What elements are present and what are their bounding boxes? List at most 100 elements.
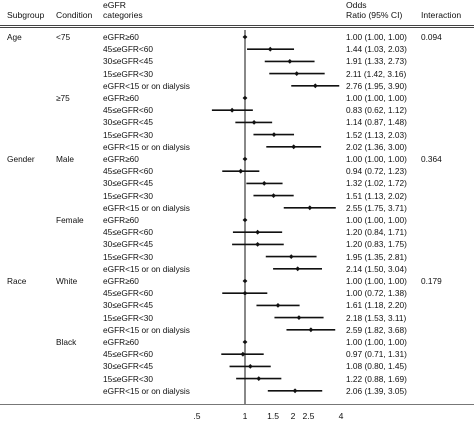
egfr-category-label: 30≤eGFR<45 (103, 56, 153, 67)
header-or-line1: Odds (346, 0, 367, 10)
odds-ratio-point (247, 364, 253, 369)
header-subgroup: Subgroup (7, 10, 45, 20)
egfr-category-label: 45≤eGFR<60 (103, 349, 153, 360)
odds-ratio-text: 0.83 (0.62, 1.12) (346, 105, 407, 116)
odds-ratio-point (288, 254, 294, 259)
odds-ratio-text: 1.08 (0.80, 1.45) (346, 361, 407, 372)
odds-ratio-text: 1.51 (1.13, 2.02) (346, 190, 407, 201)
odds-ratio-text: 2.55 (1.75, 3.71) (346, 202, 407, 213)
egfr-category-label: 45≤eGFR<60 (103, 105, 153, 116)
odds-ratio-point (255, 229, 261, 235)
odds-ratio-point (242, 278, 248, 284)
subgroup-label: Race (7, 276, 27, 286)
egfr-category-label: eGFR<15 or on dialysis (103, 385, 190, 396)
egfr-category-label: 30≤eGFR<45 (103, 361, 153, 372)
egfr-category-label: 15≤eGFR<30 (103, 373, 153, 384)
egfr-category-label: eGFR≥60 (103, 337, 139, 347)
odds-ratio-text: 1.52 (1.13, 2.03) (346, 129, 407, 140)
subgroup-label: Age (7, 32, 22, 42)
egfr-category-label: eGFR≥60 (103, 215, 139, 225)
odds-ratio-text: 1.00 (1.00, 1.00) (346, 337, 407, 347)
egfr-category-label: eGFR≥60 (103, 276, 139, 286)
interaction-p-value: 0.094 (421, 32, 442, 42)
odds-ratio-text: 1.00 (1.00, 1.00) (346, 215, 407, 225)
odds-ratio-point (242, 156, 248, 162)
odds-ratio-text: 2.59 (1.82, 3.68) (346, 324, 407, 335)
odds-ratio-point (287, 59, 293, 64)
odds-ratio-text: 1.00 (0.72, 1.38) (346, 288, 407, 299)
egfr-category-label: 45≤eGFR<60 (103, 166, 153, 177)
odds-ratio-point (271, 193, 276, 198)
odds-ratio-text: 1.20 (0.84, 1.71) (346, 227, 407, 238)
odds-ratio-point (240, 351, 246, 357)
odds-ratio-point (242, 217, 248, 223)
interaction-p-value: 0.179 (421, 276, 442, 286)
egfr-category-label: eGFR≥60 (103, 32, 139, 42)
odds-ratio-point (307, 205, 313, 211)
odds-ratio-text: 1.95 (1.35, 2.81) (346, 251, 407, 262)
x-tick-label: 2.5 (302, 411, 314, 421)
odds-ratio-point (312, 83, 318, 89)
condition-label: Female (56, 215, 84, 225)
odds-ratio-text: 1.44 (1.03, 2.03) (346, 44, 407, 55)
egfr-category-label: 15≤eGFR<30 (103, 190, 153, 201)
odds-ratio-text: 1.00 (1.00, 1.00) (346, 276, 407, 286)
condition-label: White (56, 276, 78, 286)
header-odds-ratio: Odds Ratio (95% CI) (346, 0, 402, 20)
odds-ratio-point (267, 46, 273, 52)
odds-ratio-point (238, 168, 244, 174)
egfr-category-label: eGFR<15 or on dialysis (103, 202, 190, 213)
odds-ratio-point (295, 266, 301, 272)
header-rule-top (0, 25, 474, 26)
header-egfr-line1: eGFR (103, 0, 126, 10)
subgroup-label: Gender (7, 154, 35, 164)
odds-ratio-text: 2.11 (1.42, 3.16) (346, 68, 407, 79)
x-tick-label: 2 (291, 411, 296, 421)
odds-ratio-point (242, 339, 248, 345)
odds-ratio-point (271, 132, 277, 137)
odds-ratio-text: 2.14 (1.50, 3.04) (346, 263, 407, 274)
odds-ratio-text: 1.61 (1.18, 2.20) (346, 300, 407, 311)
egfr-category-label: 15≤eGFR<30 (103, 129, 153, 140)
odds-ratio-text: 1.20 (0.83, 1.75) (346, 239, 407, 250)
condition-label: <75 (56, 32, 71, 42)
x-tick-label: 1.5 (267, 411, 279, 421)
header-condition: Condition (56, 10, 93, 20)
egfr-category-label: 15≤eGFR<30 (103, 312, 153, 323)
header-egfr-line2: categories (103, 10, 143, 20)
odds-ratio-point (296, 315, 302, 320)
egfr-category-label: eGFR≥60 (103, 154, 139, 164)
odds-ratio-text: 1.00 (1.00, 1.00) (346, 154, 407, 164)
odds-ratio-point (261, 181, 267, 186)
egfr-category-label: eGFR<15 or on dialysis (103, 324, 190, 335)
odds-ratio-point (275, 303, 281, 308)
odds-ratio-text: 2.02 (1.36, 3.00) (346, 141, 407, 152)
odds-ratio-point (294, 71, 300, 76)
x-tick-label: .5 (193, 411, 200, 421)
egfr-category-label: eGFR<15 or on dialysis (103, 80, 190, 91)
interaction-p-value: 0.364 (421, 154, 442, 164)
axis-baseline (0, 404, 474, 405)
condition-label: Male (56, 154, 74, 164)
header-interaction: Interaction (421, 10, 462, 20)
egfr-category-label: 30≤eGFR<45 (103, 300, 153, 311)
odds-ratio-point (292, 388, 298, 394)
egfr-category-label: 30≤eGFR<45 (103, 178, 153, 189)
odds-ratio-point (251, 120, 257, 125)
egfr-category-label: 45≤eGFR<60 (103, 44, 153, 55)
odds-ratio-point (242, 290, 248, 296)
odds-ratio-text: 0.94 (0.72, 1.23) (346, 166, 407, 177)
egfr-category-label: 30≤eGFR<45 (103, 117, 153, 128)
odds-ratio-point (256, 376, 262, 381)
header-egfr-categories: eGFR categories (103, 0, 143, 20)
x-tick-label: 1 (243, 411, 248, 421)
odds-ratio-point (242, 34, 248, 40)
egfr-category-label: 15≤eGFR<30 (103, 68, 153, 79)
odds-ratio-text: 2.18 (1.53, 3.11) (346, 312, 407, 323)
odds-ratio-point (229, 107, 235, 113)
odds-ratio-text: 1.32 (1.02, 1.72) (346, 178, 407, 189)
egfr-category-label: 45≤eGFR<60 (103, 288, 153, 299)
condition-label: ≥75 (56, 93, 70, 103)
odds-ratio-point (291, 144, 297, 150)
